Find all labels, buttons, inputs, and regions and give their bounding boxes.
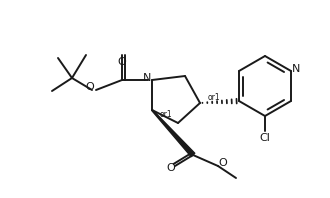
- Text: Cl: Cl: [260, 133, 271, 143]
- Text: or1: or1: [160, 109, 173, 118]
- Text: O: O: [218, 158, 227, 168]
- Text: N: N: [143, 73, 151, 83]
- Text: O: O: [85, 82, 94, 92]
- Text: N: N: [292, 64, 300, 74]
- Polygon shape: [151, 110, 195, 157]
- Text: or1: or1: [208, 92, 221, 102]
- Text: O: O: [117, 57, 126, 67]
- Text: O: O: [167, 163, 175, 173]
